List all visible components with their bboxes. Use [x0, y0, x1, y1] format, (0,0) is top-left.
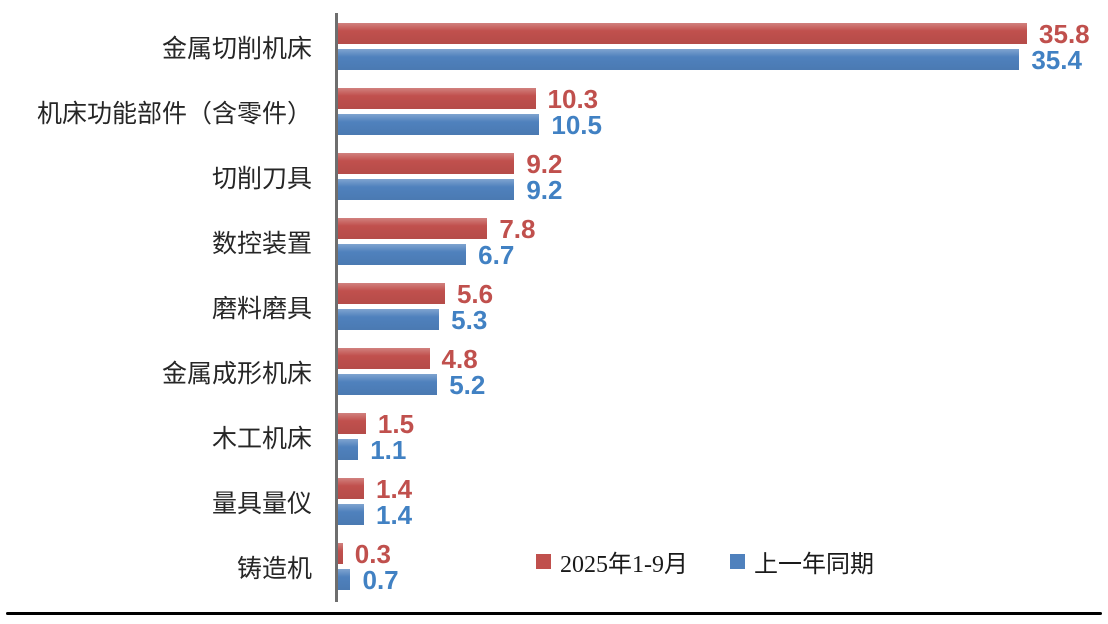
bar-previous-period [337, 504, 364, 525]
legend-swatch-current-period [536, 554, 551, 569]
bar-previous-period [337, 439, 359, 460]
value-label: 5.2 [449, 369, 486, 400]
value-label: 1.4 [375, 499, 413, 530]
value-label: 9.2 [526, 148, 563, 179]
legend-item-previous-period: 上一年同期 [730, 544, 874, 579]
bar-group: 10.3 10.5 [337, 79, 1108, 144]
category-row: 磨料磨具 5.6 5.3 [0, 274, 1108, 339]
category-row: 金属成形机床 4.8 5.2 [0, 339, 1108, 404]
bar-group: 4.8 5.2 [337, 339, 1108, 404]
value-label: 7.8 [499, 213, 536, 244]
category-label: 金属成形机床 [161, 360, 312, 388]
bar-current-period [337, 478, 364, 499]
category-row: 机床功能部件（含零件） 10.3 10.5 [0, 79, 1108, 144]
bar-group: 0.3 0.7 [337, 534, 1108, 599]
legend: 2025年1-9月 上一年同期 [536, 544, 874, 579]
legend-label-current-period: 2025年1-9月 [560, 552, 688, 578]
value-label: 35.4 [1031, 44, 1082, 75]
bar-previous-period [337, 244, 467, 265]
bar-previous-period [337, 374, 438, 395]
bar-group: 7.8 6.7 [337, 209, 1108, 274]
legend-item-current-period: 2025年1-9月 [536, 544, 688, 579]
value-label: 1.5 [377, 408, 415, 439]
bar-current-period [337, 153, 515, 174]
value-label: 0.7 [362, 564, 399, 595]
legend-label-previous-period: 上一年同期 [754, 552, 874, 578]
legend-swatch-previous-period [730, 554, 745, 569]
category-label: 机床功能部件（含零件） [36, 100, 312, 128]
value-label: 10.3 [547, 83, 599, 114]
value-label: 5.6 [456, 278, 494, 309]
bar-group: 9.2 9.2 [337, 144, 1108, 209]
bar-previous-period [337, 569, 351, 590]
value-label: 9.2 [526, 174, 563, 205]
category-label: 铸造机 [236, 555, 312, 583]
bar-current-period [337, 88, 536, 109]
category-row: 金属切削机床 35.8 35.4 [0, 14, 1108, 79]
bar-previous-period [337, 309, 440, 330]
bar-current-period [337, 218, 488, 239]
category-label: 木工机床 [211, 425, 312, 453]
category-row: 木工机床 1.5 1.1 [0, 404, 1108, 469]
bar-group: 35.8 35.4 [337, 14, 1108, 79]
category-label: 切削刀具 [211, 165, 312, 193]
value-label: 10.5 [551, 109, 602, 140]
category-row: 数控装置 7.8 6.7 [0, 209, 1108, 274]
bar-current-period [337, 283, 445, 304]
value-label: 1.4 [375, 473, 413, 504]
bar-previous-period [337, 49, 1020, 70]
category-label: 磨料磨具 [211, 295, 312, 323]
category-row: 量具量仪 1.4 1.4 [0, 469, 1108, 534]
bar-previous-period [337, 114, 540, 135]
y-axis-line [335, 13, 338, 602]
category-row: 铸造机 0.3 0.7 [0, 534, 1108, 599]
bar-group: 1.4 1.4 [337, 469, 1108, 534]
value-label: 0.3 [354, 538, 391, 569]
value-label: 1.1 [370, 434, 407, 465]
category-row: 切削刀具 9.2 9.2 [0, 144, 1108, 209]
plot-rows: 金属切削机床 35.8 35.4 机床功能部件（含零件） 10.3 10.5 切削刀具 9.2… [0, 14, 1108, 599]
category-label: 量具量仪 [211, 490, 312, 518]
category-label: 数控装置 [211, 230, 312, 258]
bar-current-period [337, 413, 366, 434]
bar-group: 1.5 1.1 [337, 404, 1108, 469]
bar-current-period [337, 348, 430, 369]
value-label: 35.8 [1039, 18, 1090, 49]
category-label: 金属切削机床 [161, 35, 312, 63]
bar-group: 5.6 5.3 [337, 274, 1108, 339]
value-label: 6.7 [478, 239, 515, 270]
bar-current-period [337, 543, 343, 564]
bottom-border-line [6, 612, 1102, 615]
value-label: 4.8 [441, 343, 478, 374]
bar-current-period [337, 23, 1028, 44]
bar-previous-period [337, 179, 515, 200]
value-label: 5.3 [451, 304, 488, 335]
